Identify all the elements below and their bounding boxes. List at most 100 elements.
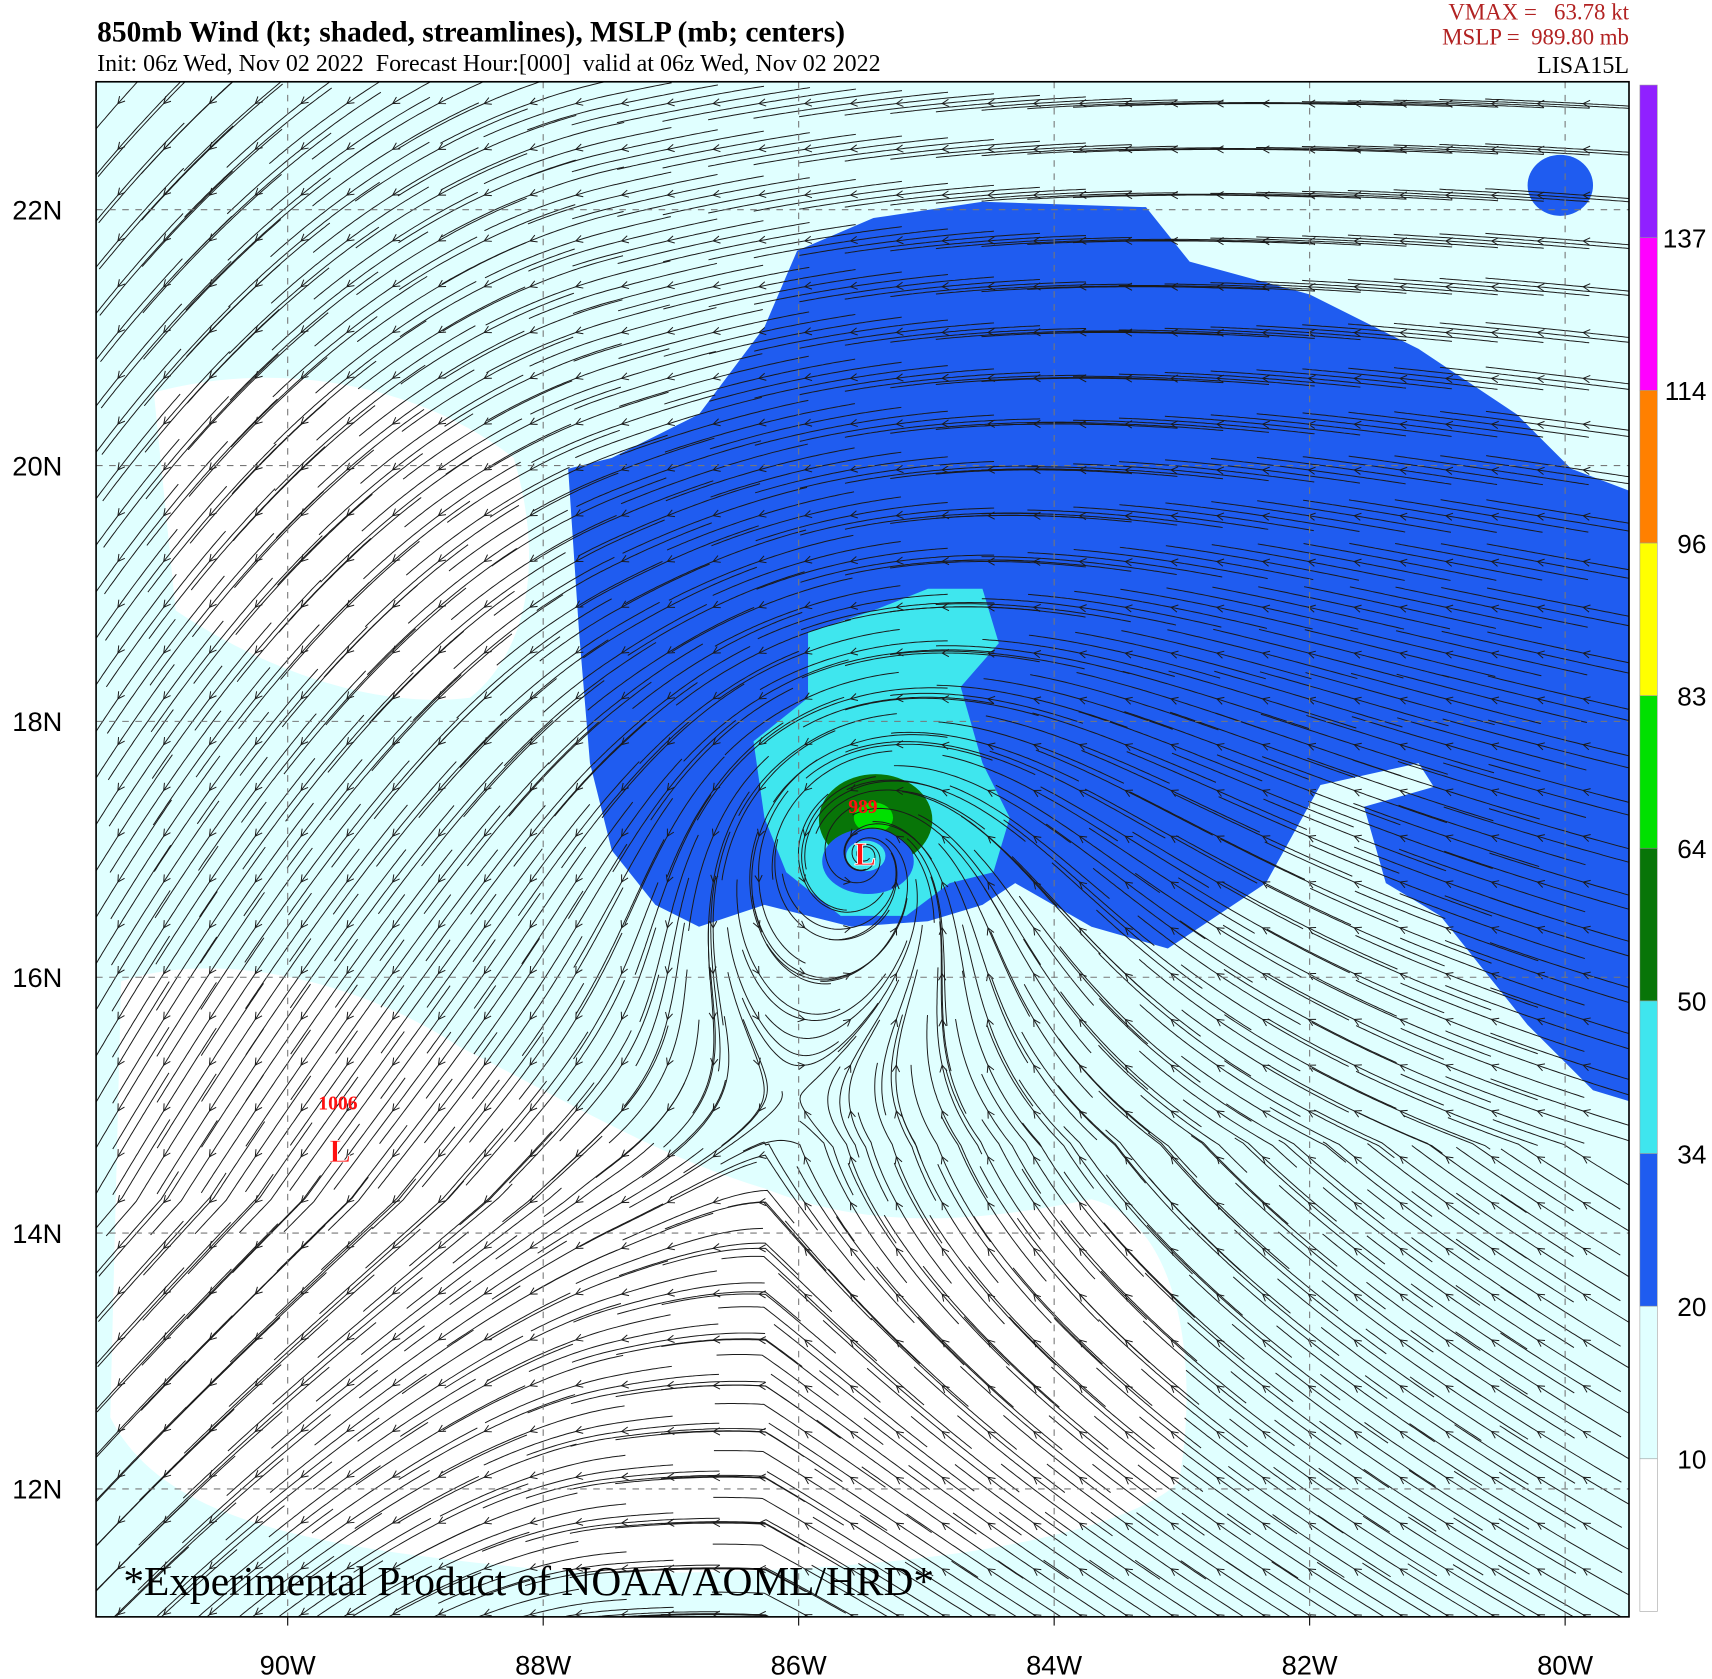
streamline: [96, 935, 170, 1058]
streamline-arrow: [1307, 1156, 1317, 1165]
colorbar-label: 10: [1677, 1445, 1706, 1475]
streamline-arrow: [1444, 1247, 1454, 1256]
streamline: [97, 81, 186, 177]
subtitle: Init: 06z Wed, Nov 02 2022 Forecast Hour…: [97, 51, 880, 77]
streamline-arrow: [941, 1247, 950, 1256]
streamline-arrow: [1170, 1614, 1179, 1617]
x-tick-label: 80W: [1537, 1650, 1593, 1679]
streamline-arrow: [1215, 835, 1225, 843]
colorbar-label: 83: [1677, 681, 1706, 711]
streamline-arrow: [1444, 834, 1454, 843]
streamline-arrow: [1032, 328, 1041, 337]
streamline-arrow: [987, 1522, 996, 1531]
streamline-arrow: [1078, 1201, 1087, 1211]
streamline-arrow: [1536, 420, 1545, 430]
streamline-arrow: [849, 373, 858, 382]
streamline-arrow: [804, 782, 813, 792]
streamline-arrow: [391, 1286, 401, 1295]
streamline-arrow: [986, 236, 996, 245]
streamline-arrow: [1536, 375, 1545, 384]
colorbar-segment: [1639, 1305, 1658, 1460]
streamline-arrow: [665, 874, 674, 883]
streamline-arrow: [1307, 466, 1316, 475]
streamline-arrow: [391, 1240, 401, 1250]
streamline-arrow: [117, 1149, 125, 1158]
streamline-arrow: [300, 1240, 309, 1250]
streamline-arrow: [391, 416, 401, 425]
streamline: [1499, 1425, 1629, 1505]
streamline-arrow: [850, 1201, 858, 1211]
streamline-arrow: [1170, 1018, 1179, 1027]
streamline-arrow: [666, 98, 675, 107]
streamline-arrow: [1582, 375, 1591, 384]
streamline-arrow: [208, 782, 217, 792]
streamline-arrow: [712, 1473, 721, 1482]
streamline-arrow: [621, 874, 629, 883]
streamline-arrow: [620, 143, 630, 152]
streamline-arrow: [941, 327, 950, 336]
streamline-arrow: [574, 235, 584, 243]
streamline-arrow: [208, 1515, 218, 1524]
streamline-arrow: [666, 737, 675, 746]
streamline-arrow: [1536, 512, 1545, 521]
streamline-arrow: [391, 188, 401, 196]
streamline-arrow: [1490, 329, 1499, 338]
streamline-arrow: [483, 325, 492, 334]
streamline-arrow: [1536, 558, 1545, 567]
colorbar-segment: [1639, 390, 1658, 544]
streamline-arrow: [1170, 743, 1179, 751]
streamline-arrow: [162, 1378, 172, 1387]
streamline: [1485, 322, 1629, 338]
streamline-arrow: [941, 98, 950, 107]
streamline-arrow: [117, 508, 126, 517]
streamline-arrow: [391, 96, 401, 105]
streamline-arrow: [483, 1379, 492, 1387]
streamline-arrow: [1490, 971, 1500, 980]
streamline-arrow: [986, 603, 995, 612]
streamline-arrow: [208, 1378, 217, 1387]
streamline-arrow: [1490, 466, 1499, 475]
streamline-arrow: [1353, 1110, 1362, 1118]
streamline: [96, 1171, 179, 1275]
streamline-arrow: [620, 1149, 630, 1158]
streamline-arrow: [1032, 1476, 1042, 1485]
streamline-arrow: [1399, 1018, 1408, 1026]
streamline-arrow: [1353, 1201, 1362, 1210]
streamline-arrow: [391, 1195, 401, 1204]
streamline-arrow: [437, 1057, 446, 1067]
streamline: [1486, 543, 1629, 571]
streamline-arrow: [1399, 1156, 1408, 1164]
streamline-arrow: [803, 373, 813, 382]
streamline-arrow: [1536, 191, 1545, 200]
streamline-arrow: [483, 645, 492, 654]
streamline-arrow: [1536, 834, 1545, 842]
streamline-arrow: [757, 1610, 767, 1617]
streamline: [1499, 1378, 1629, 1460]
streamline-arrow: [941, 144, 950, 153]
streamline-arrow: [1124, 1614, 1133, 1617]
streamline-arrow: [941, 419, 950, 428]
streamline-arrow: [1444, 1293, 1454, 1302]
streamline-arrow: [346, 1057, 354, 1067]
streamline-arrow: [1536, 237, 1545, 246]
streamline-arrow: [666, 1149, 675, 1158]
streamline-arrow: [1399, 512, 1408, 521]
streamline-arrow: [1215, 466, 1225, 475]
streamline-arrow: [1582, 696, 1591, 705]
streamline-arrow: [1124, 145, 1133, 154]
streamline-arrow: [346, 1516, 355, 1524]
streamline-arrow: [757, 1381, 767, 1391]
streamline-arrow: [895, 464, 904, 474]
streamline-arrow: [895, 98, 904, 107]
streamline: [1488, 808, 1629, 850]
streamline-arrow: [391, 462, 401, 471]
streamline-arrow: [300, 1286, 309, 1295]
streamline-arrow: [1582, 1156, 1591, 1164]
streamline-arrow: [437, 417, 447, 425]
streamline-arrow: [1170, 650, 1179, 659]
streamline-arrow: [941, 373, 950, 382]
streamline-arrow: [483, 782, 492, 792]
mslp: MSLP = 989.80 mb: [1442, 25, 1629, 50]
streamline-arrow: [483, 920, 492, 929]
streamline-arrow: [208, 645, 217, 654]
